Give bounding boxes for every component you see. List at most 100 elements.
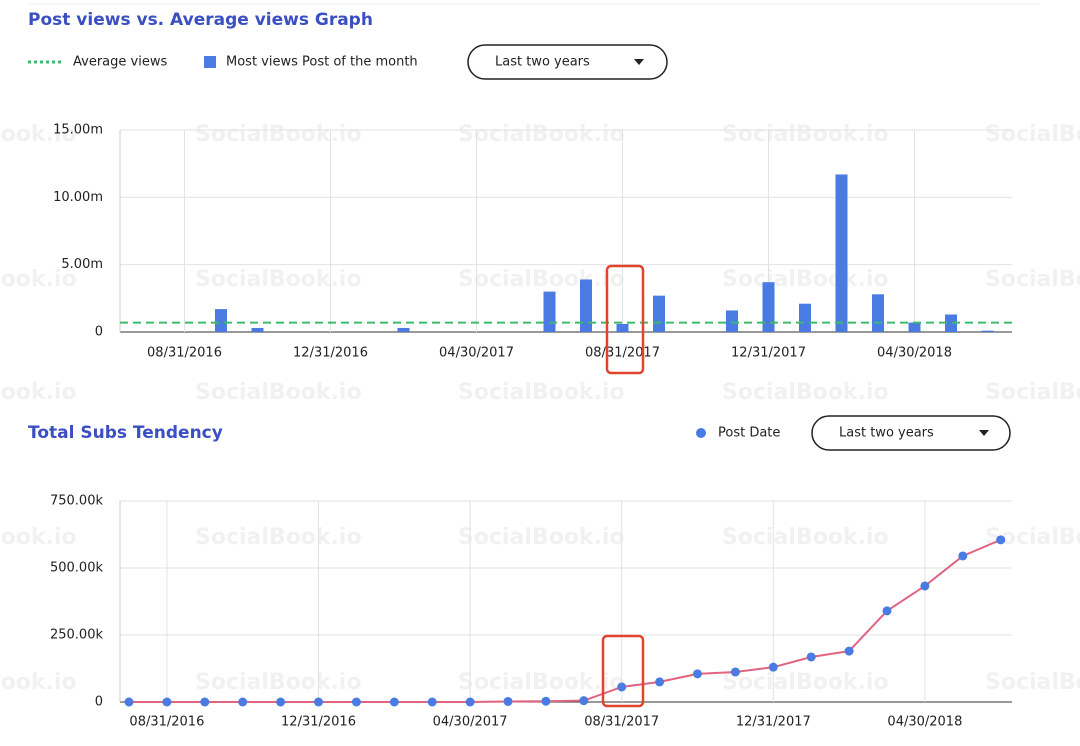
point	[465, 697, 475, 707]
dropdown-caret	[979, 430, 989, 436]
dropdown[interactable]: Last two years	[467, 44, 668, 80]
watermark: SocialBook.io	[0, 380, 77, 405]
bar	[945, 314, 957, 332]
watermark: SocialBook.io	[722, 380, 889, 405]
y-tick-label: 10.00m	[53, 190, 103, 205]
bar	[251, 327, 264, 332]
bar	[799, 303, 811, 332]
point	[730, 667, 740, 677]
x-tick-label: 08/31/2017	[584, 715, 659, 730]
watermark: SocialBook.io	[458, 670, 625, 695]
point	[351, 697, 361, 707]
dropdown-box[interactable]	[811, 415, 1011, 451]
watermark: SocialBook.io	[458, 267, 625, 292]
watermark: SocialBook.io	[195, 525, 362, 550]
x-tick-label: 08/31/2016	[129, 715, 204, 730]
x-tick-label: 04/30/2018	[877, 346, 952, 361]
watermark: SocialBook.io	[985, 267, 1080, 292]
bar	[653, 295, 665, 332]
bar	[215, 309, 227, 332]
watermark: SocialBook.io	[0, 267, 77, 292]
point	[124, 697, 134, 707]
bar	[835, 174, 848, 332]
point	[996, 535, 1006, 545]
y-tick-label: 750.00k	[50, 494, 103, 509]
point	[617, 682, 627, 692]
x-tick-label: 12/31/2017	[731, 346, 806, 361]
highlight-box	[605, 264, 645, 375]
legend-label: Most views Post of the month	[226, 55, 418, 70]
watermark: SocialBook.io	[985, 670, 1080, 695]
watermark: SocialBook.io	[195, 267, 362, 292]
x-tick-label: 08/31/2017	[585, 346, 660, 361]
point	[579, 696, 589, 706]
dropdown-box[interactable]	[467, 44, 668, 80]
x-tick-label: 04/30/2018	[887, 715, 962, 730]
bar	[908, 322, 921, 332]
watermark: SocialBook.io	[985, 380, 1080, 405]
watermark: SocialBook.io	[722, 525, 889, 550]
watermarks: SocialBook.io SocialBook.io SocialBook.io S…	[0, 122, 1080, 695]
point	[200, 697, 210, 707]
watermark: SocialBook.io	[0, 670, 77, 695]
bar	[397, 327, 410, 332]
point	[427, 697, 437, 707]
x-tick-label: 12/31/2016	[293, 346, 368, 361]
legend-label: Post Date	[718, 426, 780, 441]
highlight-box	[601, 634, 645, 708]
point	[503, 696, 513, 706]
x-tick-label: 04/30/2017	[433, 715, 508, 730]
point	[958, 551, 968, 561]
bar	[726, 310, 738, 332]
legend-swatch	[204, 56, 216, 68]
bar	[616, 323, 629, 332]
y-tick-label: 0	[95, 695, 103, 710]
watermark: SocialBook.io	[722, 267, 889, 292]
point	[389, 697, 399, 707]
watermark: SocialBook.io	[0, 525, 77, 550]
legend-swatch	[696, 428, 706, 438]
y-tick-label: 250.00k	[50, 628, 103, 643]
bar	[762, 282, 775, 332]
point	[276, 697, 286, 707]
dropdown-label[interactable]: Last two years	[495, 55, 590, 70]
y-tick-label: 15.00m	[53, 123, 103, 138]
bar	[981, 330, 994, 332]
dropdown-label[interactable]: Last two years	[839, 426, 934, 441]
chart-title: Post views vs. Average views Graph	[28, 10, 373, 30]
bar	[543, 291, 556, 332]
dropdown-caret	[634, 59, 644, 65]
dropdown[interactable]: Last two years	[811, 415, 1011, 451]
y-tick-label: 0	[95, 325, 103, 340]
point	[314, 697, 323, 707]
point	[920, 581, 930, 591]
x-tick-label: 04/30/2017	[439, 346, 514, 361]
point	[238, 697, 248, 707]
watermark: SocialBook.io	[722, 670, 889, 695]
watermark: SocialBook.io	[195, 380, 362, 405]
point	[882, 606, 892, 616]
x-tick-label: 12/31/2017	[736, 715, 811, 730]
legend-label: Average views	[73, 55, 167, 70]
watermark: SocialBook.io	[458, 380, 625, 405]
watermark: SocialBook.io	[195, 122, 362, 147]
watermark: SocialBook.io	[458, 122, 625, 147]
x-tick-label: 12/31/2016	[281, 715, 356, 730]
point	[768, 662, 778, 672]
point	[693, 669, 702, 679]
watermark: SocialBook.io	[195, 670, 362, 695]
point	[844, 646, 854, 656]
bar	[872, 294, 884, 332]
y-tick-label: 5.00m	[61, 257, 103, 272]
watermark: SocialBook.io	[722, 122, 889, 147]
point	[541, 696, 551, 706]
chart-title: Total Subs Tendency	[28, 423, 223, 443]
point	[806, 652, 816, 662]
bar	[580, 279, 592, 332]
watermark: SocialBook.io	[0, 122, 77, 147]
line	[129, 538, 1002, 703]
point	[655, 677, 665, 687]
y-tick-label: 500.00k	[50, 561, 103, 576]
plots: 0 5.00m 10.00m 15.00m 08/31/2016 12/31/2016 04…	[28, 55, 1012, 730]
